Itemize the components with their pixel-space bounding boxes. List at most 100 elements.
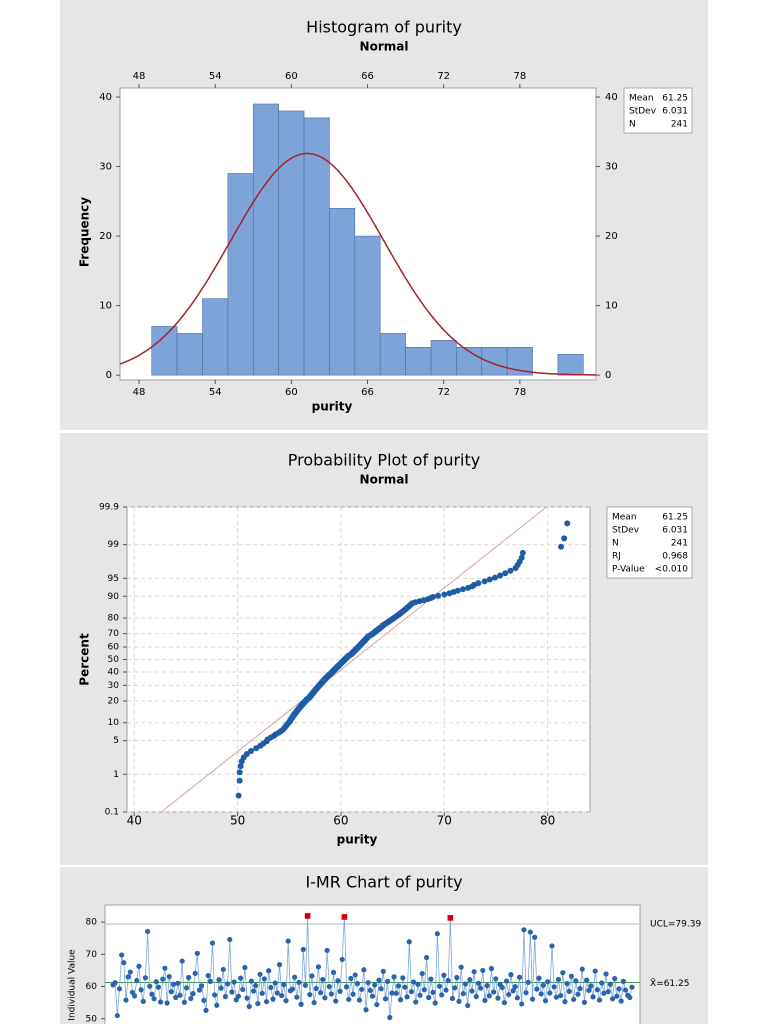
data-point: [573, 978, 579, 984]
x-axis-label: purity: [337, 833, 378, 847]
data-point: [190, 991, 196, 997]
data-point: [240, 986, 246, 993]
y-tick-label: 40: [108, 668, 120, 678]
data-point: [157, 999, 164, 1005]
data-point: [428, 976, 434, 982]
data-point: [374, 1001, 380, 1008]
data-point: [376, 977, 382, 983]
data-point: [529, 996, 536, 1002]
data-point: [311, 1000, 317, 1006]
chart-subtitle: Normal: [360, 473, 409, 487]
data-point: [307, 991, 313, 998]
x-tick-label-top: 72: [437, 71, 450, 82]
data-point: [203, 1007, 209, 1013]
data-point: [558, 543, 565, 550]
y-tick-label: 60: [86, 982, 98, 992]
data-point: [186, 974, 192, 981]
stats-value: 0.968: [662, 552, 688, 562]
data-point: [488, 965, 495, 972]
data-point: [177, 992, 183, 998]
data-point: [436, 983, 443, 989]
data-point: [302, 982, 309, 988]
data-point: [330, 969, 337, 975]
data-point: [242, 964, 248, 971]
data-point: [564, 981, 570, 987]
data-point: [276, 962, 283, 968]
data-point: [618, 998, 624, 1004]
data-point: [315, 964, 322, 970]
y-tick-label: 80: [86, 918, 98, 928]
x-tick-label: 70: [437, 814, 452, 828]
out-of-control-point: [447, 915, 454, 921]
data-point: [207, 978, 213, 984]
data-point: [560, 970, 566, 976]
data-point: [519, 1001, 525, 1007]
data-point: [380, 968, 386, 974]
stats-value: 6.031: [662, 107, 688, 117]
data-point: [561, 535, 568, 542]
x-tick-label-top: 48: [133, 71, 146, 82]
data-point: [571, 996, 577, 1003]
data-point: [270, 996, 276, 1002]
data-point: [536, 975, 542, 981]
data-point: [527, 929, 533, 935]
y-tick-label: 60: [108, 642, 120, 652]
out-of-control-point: [304, 913, 311, 919]
data-point: [237, 763, 244, 770]
data-point: [491, 989, 497, 995]
data-point: [510, 988, 516, 994]
data-point: [205, 972, 211, 979]
x-tick-label-top: 54: [209, 71, 222, 82]
data-point: [454, 974, 460, 981]
data-point: [183, 985, 190, 991]
data-point: [350, 991, 356, 997]
y-tick-label: 70: [108, 629, 120, 639]
stats-value: 241: [671, 539, 688, 549]
data-point: [372, 982, 378, 988]
stats-label: Mean: [612, 513, 637, 523]
chart-title: Probability Plot of purity: [288, 451, 480, 470]
x-tick-label: 50: [230, 814, 245, 828]
data-point: [365, 980, 371, 986]
data-point: [248, 747, 255, 754]
data-point: [216, 977, 222, 983]
data-point: [601, 990, 607, 996]
bar: [379, 333, 406, 376]
data-point: [155, 984, 162, 990]
stats-label: StDev: [612, 526, 640, 536]
y-axis-label: Percent: [78, 633, 92, 686]
data-point: [491, 574, 498, 581]
data-point: [236, 777, 243, 784]
data-point: [525, 979, 531, 985]
chart-title: Histogram of purity: [306, 18, 462, 37]
y-tick-label: 20: [108, 697, 120, 707]
y-tick-label: 0: [106, 370, 112, 381]
data-point: [540, 982, 546, 988]
data-point: [465, 1002, 471, 1009]
data-point: [481, 578, 488, 585]
data-point: [346, 996, 352, 1003]
data-point: [369, 993, 376, 999]
y-tick-label: 90: [108, 592, 120, 602]
data-point: [629, 984, 635, 990]
data-point: [417, 992, 423, 998]
data-point: [259, 990, 265, 996]
y-tick-label: 50: [108, 655, 120, 665]
data-point: [452, 985, 458, 991]
data-point: [445, 977, 451, 984]
x-tick-label-top: 78: [513, 71, 526, 82]
data-point: [283, 998, 289, 1004]
data-point: [478, 985, 484, 991]
data-point: [471, 969, 477, 975]
data-point: [514, 995, 520, 1001]
data-point: [125, 974, 131, 980]
data-point: [257, 971, 263, 977]
data-point: [218, 985, 224, 991]
data-point: [352, 972, 358, 978]
stats-label: N: [612, 539, 619, 549]
bar: [176, 333, 203, 376]
stats-value: 61.25: [662, 513, 688, 523]
data-point: [266, 968, 272, 974]
data-point: [194, 950, 200, 956]
